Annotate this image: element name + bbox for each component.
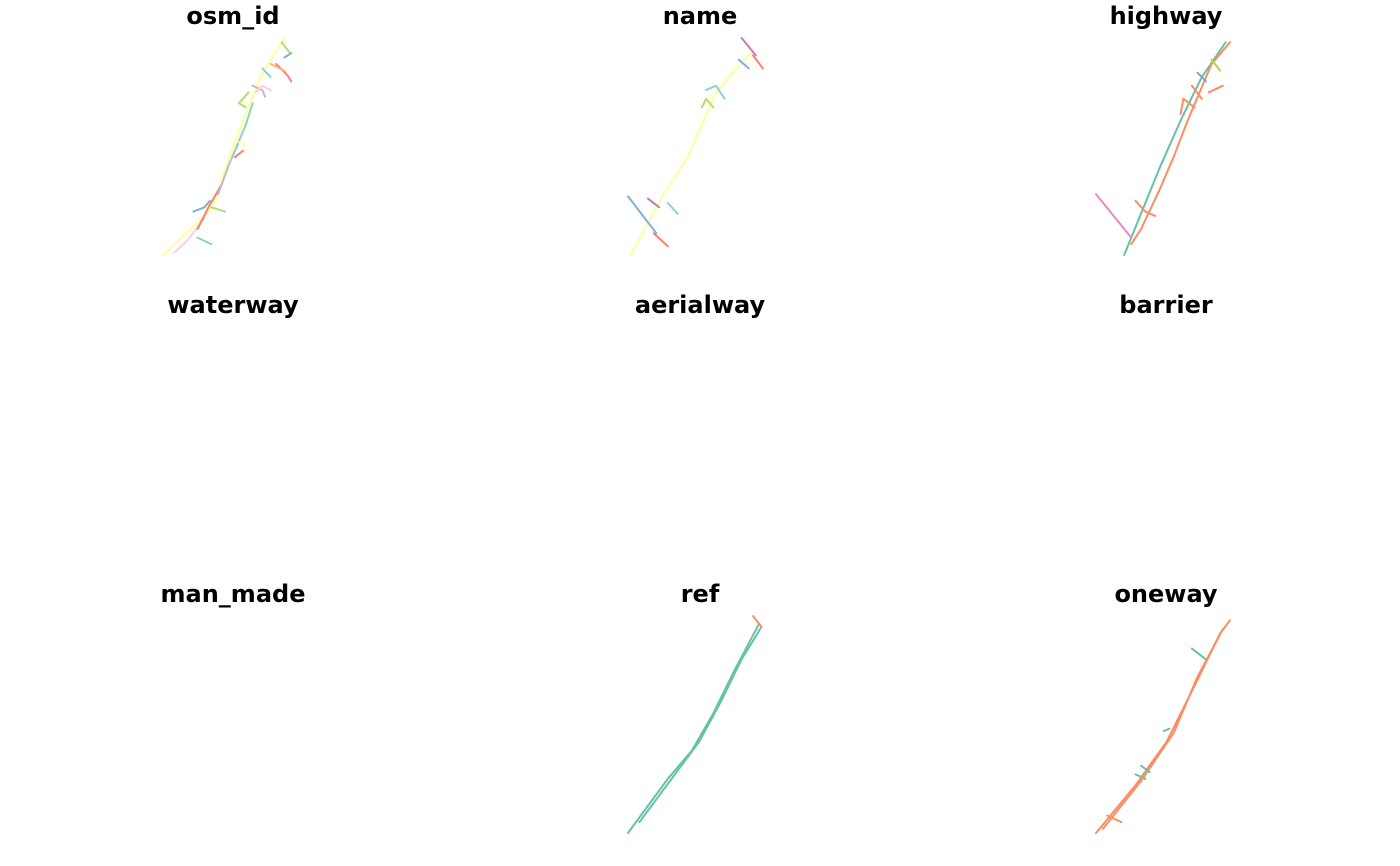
panel-title: oneway: [1114, 580, 1217, 608]
map-line: [275, 63, 293, 83]
map-line: [1102, 628, 1224, 830]
panel-title: osm_id: [186, 2, 279, 30]
panel-highway: highway: [1095, 2, 1231, 256]
panel-title: ref: [681, 580, 720, 608]
panel-aerialway: aerialway: [635, 291, 766, 319]
panel-title: barrier: [1119, 291, 1213, 319]
map-line: [1190, 647, 1207, 661]
panel-title: man_made: [161, 580, 306, 608]
map-line: [210, 206, 227, 213]
map-line: [196, 236, 213, 246]
map-line: [261, 67, 272, 79]
map-line: [705, 84, 726, 100]
map-line: [646, 197, 661, 209]
map-line: [1106, 814, 1123, 824]
panel-name: name: [627, 2, 764, 256]
map-line: [269, 63, 286, 72]
map-line: [231, 102, 254, 159]
panel-osm-id: osm_id: [162, 2, 293, 256]
map-line: [1207, 84, 1224, 94]
panel-waterway: waterway: [167, 291, 299, 319]
panel-man-made: man_made: [161, 580, 306, 608]
map-line: [196, 184, 222, 230]
map-line: [280, 41, 291, 55]
map-line: [1123, 41, 1227, 256]
map-line: [752, 54, 764, 70]
map-line: [1134, 773, 1147, 780]
map-line: [254, 84, 272, 94]
map-line: [1210, 58, 1222, 72]
map-line: [666, 201, 679, 215]
map-line: [1134, 199, 1157, 217]
map-line: [1130, 41, 1231, 246]
panel-ref: ref: [627, 580, 763, 834]
map-line: [652, 232, 669, 248]
map-line: [1179, 97, 1196, 115]
panel-oneway: oneway: [1095, 580, 1231, 834]
map-line: [237, 91, 250, 109]
map-line: [1196, 71, 1207, 83]
panel-title: highway: [1110, 2, 1223, 30]
map-line: [638, 625, 763, 824]
panel-title: waterway: [167, 291, 299, 319]
map-line: [627, 623, 760, 834]
panel-barrier: barrier: [1119, 291, 1213, 319]
map-line: [629, 50, 754, 256]
map-line: [192, 199, 211, 213]
map-line: [752, 615, 763, 628]
map-line: [1190, 84, 1203, 100]
map-line: [737, 58, 750, 70]
panel-title: name: [663, 2, 738, 30]
map-line: [237, 141, 250, 148]
map-line: [1162, 727, 1171, 732]
map-line: [251, 84, 267, 98]
map-line: [740, 37, 757, 57]
panel-title: aerialway: [635, 291, 766, 319]
map-line: [283, 52, 293, 59]
map-line: [162, 37, 286, 256]
map-line: [233, 149, 244, 159]
map-line: [700, 97, 715, 109]
map-line: [1140, 764, 1151, 774]
map-line: [627, 195, 658, 235]
map-line: [1095, 193, 1133, 239]
